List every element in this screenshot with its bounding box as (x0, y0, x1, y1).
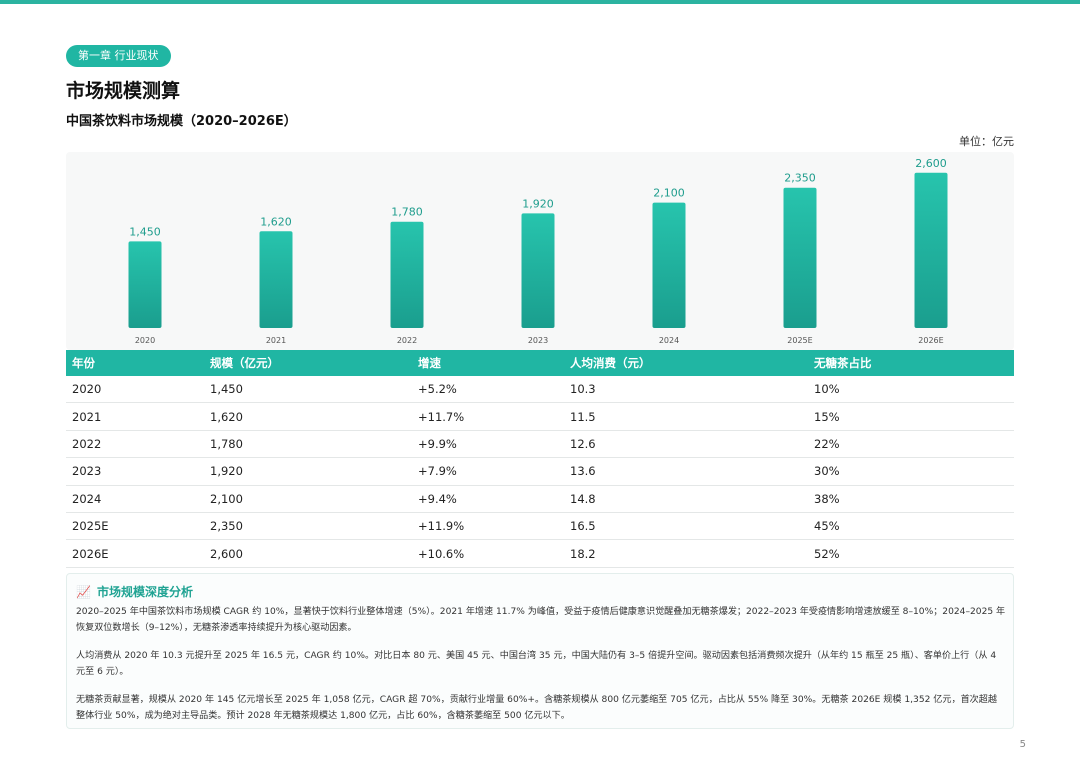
bar-2022 (390, 221, 424, 328)
cell-growth: +9.4% (412, 485, 564, 513)
header-year: 年份 (66, 350, 204, 376)
x-tick-label: 2023 (528, 336, 548, 345)
cell-share: 45% (808, 512, 1014, 541)
bar-2024 (652, 202, 686, 328)
bar-2023 (521, 213, 555, 328)
chart-increasing-icon: 📈 (76, 584, 91, 599)
top-accent-bar (0, 0, 1080, 4)
bar-2021 (259, 231, 293, 328)
cell-growth: +10.6% (412, 539, 564, 568)
cell-growth: +7.9% (412, 457, 564, 486)
bar-chart: 1,450 2020 1,620 2021 1,780 2022 1,920 2023 2,10… (128, 157, 948, 345)
bar-value-label: 2,600 (915, 157, 947, 170)
analysis-paragraph-per-capita: 人均消费从 2020 年 10.3 元提升至 2025 年 16.5 元，CAG… (76, 651, 997, 677)
cell-share: 52% (808, 539, 1014, 568)
bar-value-label: 1,450 (129, 225, 161, 238)
cell-per-capita: 14.8 (564, 485, 808, 513)
page-title: 市场规模测算 (66, 80, 181, 102)
cell-year: 2023 (66, 457, 204, 486)
cell-share: 15% (808, 402, 1014, 431)
cell-share: 38% (808, 485, 1014, 513)
cell-year: 2022 (66, 430, 204, 459)
chart-title: 中国茶饮料市场规模（2020–2026E） (66, 114, 297, 129)
cell-size: 2,350 (204, 512, 412, 541)
bar-chart-panel: 1,450 2020 1,620 2021 1,780 2022 1,920 2023 2,10… (66, 152, 1014, 350)
bar-value-label: 1,620 (260, 215, 292, 228)
cell-per-capita: 13.6 (564, 457, 808, 486)
x-tick-label: 2022 (397, 336, 417, 345)
cell-size: 1,780 (204, 430, 412, 459)
cell-share: 30% (808, 457, 1014, 486)
cell-size: 2,600 (204, 539, 412, 568)
table-row: 2022 1,780 +9.9% 12.6 22% (66, 430, 1014, 459)
cell-share: 22% (808, 430, 1014, 459)
table-row: 2021 1,620 +11.7% 11.5 15% (66, 402, 1014, 431)
table-header-row: 年份 规模（亿元） 增速 人均消费（元） 无糖茶占比 (66, 350, 1014, 376)
cell-year: 2026E (66, 539, 204, 568)
header-per-capita: 人均消费（元） (564, 350, 808, 376)
analysis-title: 市场规模深度分析 (96, 585, 193, 599)
x-tick-label: 2021 (266, 336, 286, 345)
cell-growth: +5.2% (412, 376, 564, 404)
header-sugar-free-share: 无糖茶占比 (808, 350, 1014, 376)
bar-2026E (914, 172, 948, 328)
cell-growth: +9.9% (412, 430, 564, 459)
analysis-header: 📈 市场规模深度分析 (76, 583, 193, 600)
chapter-tag: 第一章 行业现状 (66, 45, 171, 67)
cell-per-capita: 16.5 (564, 512, 808, 541)
analysis-paragraph-growth: 2020–2025 年中国茶饮料市场规模 CAGR 约 10%，显著快于饮料行业… (76, 607, 1006, 633)
cell-size: 1,920 (204, 457, 412, 486)
cell-size: 1,450 (204, 376, 412, 404)
bar-2020 (128, 241, 162, 328)
cell-growth: +11.9% (412, 512, 564, 541)
cell-year: 2021 (66, 402, 204, 431)
analysis-box: 📈 市场规模深度分析 2020–2025 年中国茶饮料市场规模 CAGR 约 1… (66, 573, 1014, 729)
bar-2025E (783, 187, 817, 328)
table-row: 2024 2,100 +9.4% 14.8 38% (66, 485, 1014, 513)
table-row: 2026E 2,600 +10.6% 18.2 52% (66, 539, 1014, 568)
x-tick-label: 2020 (135, 336, 155, 345)
cell-per-capita: 18.2 (564, 539, 808, 568)
bar-value-label: 1,920 (522, 197, 554, 210)
analysis-paragraph-sugar-free: 无糖茶贡献显著，规模从 2020 年 145 亿元增长至 2025 年 1,05… (76, 695, 997, 721)
header-size: 规模（亿元） (204, 350, 412, 376)
cell-per-capita: 10.3 (564, 376, 808, 404)
bar-value-label: 1,780 (391, 206, 423, 219)
x-tick-label: 2026E (918, 336, 943, 345)
cell-year: 2024 (66, 485, 204, 513)
table-row: 2025E 2,350 +11.9% 16.5 45% (66, 512, 1014, 541)
cell-per-capita: 12.6 (564, 430, 808, 459)
cell-share: 10% (808, 376, 1014, 404)
x-tick-label: 2025E (787, 336, 812, 345)
page-number: 5 (1019, 739, 1026, 750)
unit-label: 单位：亿元 (959, 135, 1014, 148)
cell-per-capita: 11.5 (564, 402, 808, 431)
cell-growth: +11.7% (412, 402, 564, 431)
table-row: 2020 1,450 +5.2% 10.3 10% (66, 376, 1014, 404)
cell-size: 1,620 (204, 402, 412, 431)
table-row: 2023 1,920 +7.9% 13.6 30% (66, 457, 1014, 486)
cell-year: 2025E (66, 512, 204, 541)
bar-value-label: 2,350 (784, 172, 816, 185)
header-growth: 增速 (412, 350, 564, 376)
x-tick-label: 2024 (659, 336, 679, 345)
bar-value-label: 2,100 (653, 187, 685, 200)
market-size-table: 年份 规模（亿元） 增速 人均消费（元） 无糖茶占比 2020 1,450 +5… (66, 350, 1014, 568)
cell-year: 2020 (66, 376, 204, 404)
cell-size: 2,100 (204, 485, 412, 513)
